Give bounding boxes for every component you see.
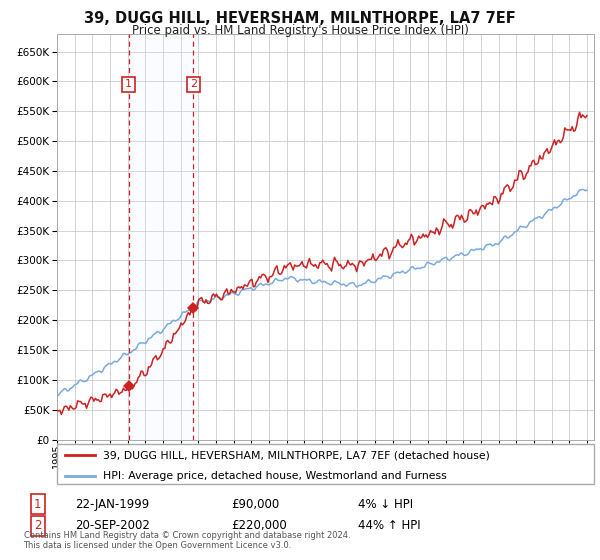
Text: 2: 2 [190, 80, 197, 90]
Text: 1: 1 [125, 80, 132, 90]
Text: 20-SEP-2002: 20-SEP-2002 [76, 519, 150, 532]
Text: 44% ↑ HPI: 44% ↑ HPI [358, 519, 420, 532]
Text: 2: 2 [34, 519, 41, 532]
Text: £220,000: £220,000 [231, 519, 287, 532]
Text: £90,000: £90,000 [231, 498, 279, 511]
Text: 1: 1 [34, 498, 41, 511]
Text: 4% ↓ HPI: 4% ↓ HPI [358, 498, 413, 511]
FancyBboxPatch shape [57, 444, 594, 484]
Text: Price paid vs. HM Land Registry's House Price Index (HPI): Price paid vs. HM Land Registry's House … [131, 24, 469, 36]
Bar [128, 34, 193, 440]
Text: 39, DUGG HILL, HEVERSHAM, MILNTHORPE, LA7 7EF (detached house): 39, DUGG HILL, HEVERSHAM, MILNTHORPE, LA… [103, 450, 490, 460]
Text: 22-JAN-1999: 22-JAN-1999 [76, 498, 149, 511]
Text: Contains HM Land Registry data © Crown copyright and database right 2024.
This d: Contains HM Land Registry data © Crown c… [23, 531, 350, 550]
Text: 39, DUGG HILL, HEVERSHAM, MILNTHORPE, LA7 7EF: 39, DUGG HILL, HEVERSHAM, MILNTHORPE, LA… [84, 11, 516, 26]
Text: HPI: Average price, detached house, Westmorland and Furness: HPI: Average price, detached house, West… [103, 470, 446, 480]
